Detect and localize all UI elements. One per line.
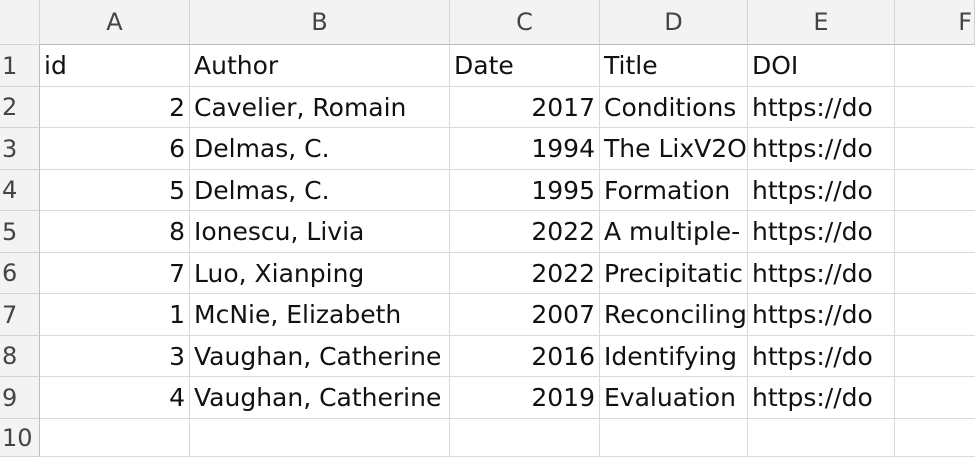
cell-e3[interactable]: https://do bbox=[748, 128, 895, 170]
column-header-b[interactable]: B bbox=[190, 0, 450, 45]
cell-a8[interactable]: 3 bbox=[40, 336, 190, 377]
cell-d7[interactable]: Reconciling bbox=[600, 294, 748, 336]
column-header-c[interactable]: C bbox=[450, 0, 600, 45]
cell-a6[interactable]: 7 bbox=[40, 253, 190, 294]
cell-f6[interactable] bbox=[895, 253, 975, 294]
cell-a2[interactable]: 2 bbox=[40, 87, 190, 128]
cell-c10[interactable] bbox=[450, 419, 600, 457]
cell-b6[interactable]: Luo, Xianping bbox=[190, 253, 450, 294]
cell-d8[interactable]: Identifying bbox=[600, 336, 748, 377]
cell-d10[interactable] bbox=[600, 419, 748, 457]
cell-d5[interactable]: A multiple- bbox=[600, 211, 748, 253]
cell-b3[interactable]: Delmas, C. bbox=[190, 128, 450, 170]
cell-f5[interactable] bbox=[895, 211, 975, 253]
row-header-10[interactable]: 10 bbox=[0, 419, 40, 457]
cell-a7[interactable]: 1 bbox=[40, 294, 190, 336]
cell-b7[interactable]: McNie, Elizabeth bbox=[190, 294, 450, 336]
cell-c1[interactable]: Date bbox=[450, 45, 600, 87]
cell-f9[interactable] bbox=[895, 377, 975, 419]
cell-f7[interactable] bbox=[895, 294, 975, 336]
column-header-a[interactable]: A bbox=[40, 0, 190, 45]
cell-f4[interactable] bbox=[895, 170, 975, 211]
cell-f3[interactable] bbox=[895, 128, 975, 170]
cell-e8[interactable]: https://do bbox=[748, 336, 895, 377]
cell-e9[interactable]: https://do bbox=[748, 377, 895, 419]
cell-f2[interactable] bbox=[895, 87, 975, 128]
cell-d2[interactable]: Conditions bbox=[600, 87, 748, 128]
column-header-f[interactable]: F bbox=[895, 0, 975, 45]
cell-a5[interactable]: 8 bbox=[40, 211, 190, 253]
column-header-d[interactable]: D bbox=[600, 0, 748, 45]
cell-a1[interactable]: id bbox=[40, 45, 190, 87]
cell-d3[interactable]: The LixV2O bbox=[600, 128, 748, 170]
cell-c3[interactable]: 1994 bbox=[450, 128, 600, 170]
cell-c7[interactable]: 2007 bbox=[450, 294, 600, 336]
row-header-5[interactable]: 5 bbox=[0, 211, 40, 253]
cell-c4[interactable]: 1995 bbox=[450, 170, 600, 211]
cell-a3[interactable]: 6 bbox=[40, 128, 190, 170]
select-all-corner[interactable] bbox=[0, 0, 40, 45]
cell-c6[interactable]: 2022 bbox=[450, 253, 600, 294]
cell-d4[interactable]: Formation bbox=[600, 170, 748, 211]
cell-e7[interactable]: https://do bbox=[748, 294, 895, 336]
cell-e10[interactable] bbox=[748, 419, 895, 457]
cell-d6[interactable]: Precipitatic bbox=[600, 253, 748, 294]
row-header-6[interactable]: 6 bbox=[0, 253, 40, 294]
cell-e1[interactable]: DOI bbox=[748, 45, 895, 87]
cell-b8[interactable]: Vaughan, Catherine bbox=[190, 336, 450, 377]
cell-a9[interactable]: 4 bbox=[40, 377, 190, 419]
row-header-4[interactable]: 4 bbox=[0, 170, 40, 211]
cell-c2[interactable]: 2017 bbox=[450, 87, 600, 128]
cell-e4[interactable]: https://do bbox=[748, 170, 895, 211]
row-header-9[interactable]: 9 bbox=[0, 377, 40, 419]
cell-f8[interactable] bbox=[895, 336, 975, 377]
cell-b2[interactable]: Cavelier, Romain bbox=[190, 87, 450, 128]
cell-b4[interactable]: Delmas, C. bbox=[190, 170, 450, 211]
cell-c8[interactable]: 2016 bbox=[450, 336, 600, 377]
row-header-7[interactable]: 7 bbox=[0, 294, 40, 336]
cell-b5[interactable]: Ionescu, Livia bbox=[190, 211, 450, 253]
cell-e6[interactable]: https://do bbox=[748, 253, 895, 294]
cell-c5[interactable]: 2022 bbox=[450, 211, 600, 253]
cell-f10[interactable] bbox=[895, 419, 975, 457]
cell-a4[interactable]: 5 bbox=[40, 170, 190, 211]
row-header-2[interactable]: 2 bbox=[0, 87, 40, 128]
cell-d1[interactable]: Title bbox=[600, 45, 748, 87]
column-header-e[interactable]: E bbox=[748, 0, 895, 45]
cell-b9[interactable]: Vaughan, Catherine bbox=[190, 377, 450, 419]
row-header-1[interactable]: 1 bbox=[0, 45, 40, 87]
row-header-8[interactable]: 8 bbox=[0, 336, 40, 377]
cell-d9[interactable]: Evaluation bbox=[600, 377, 748, 419]
cell-e5[interactable]: https://do bbox=[748, 211, 895, 253]
cell-b1[interactable]: Author bbox=[190, 45, 450, 87]
cell-e2[interactable]: https://do bbox=[748, 87, 895, 128]
row-header-3[interactable]: 3 bbox=[0, 128, 40, 170]
cell-a10[interactable] bbox=[40, 419, 190, 457]
cell-c9[interactable]: 2019 bbox=[450, 377, 600, 419]
cell-f1[interactable] bbox=[895, 45, 975, 87]
cell-b10[interactable] bbox=[190, 419, 450, 457]
